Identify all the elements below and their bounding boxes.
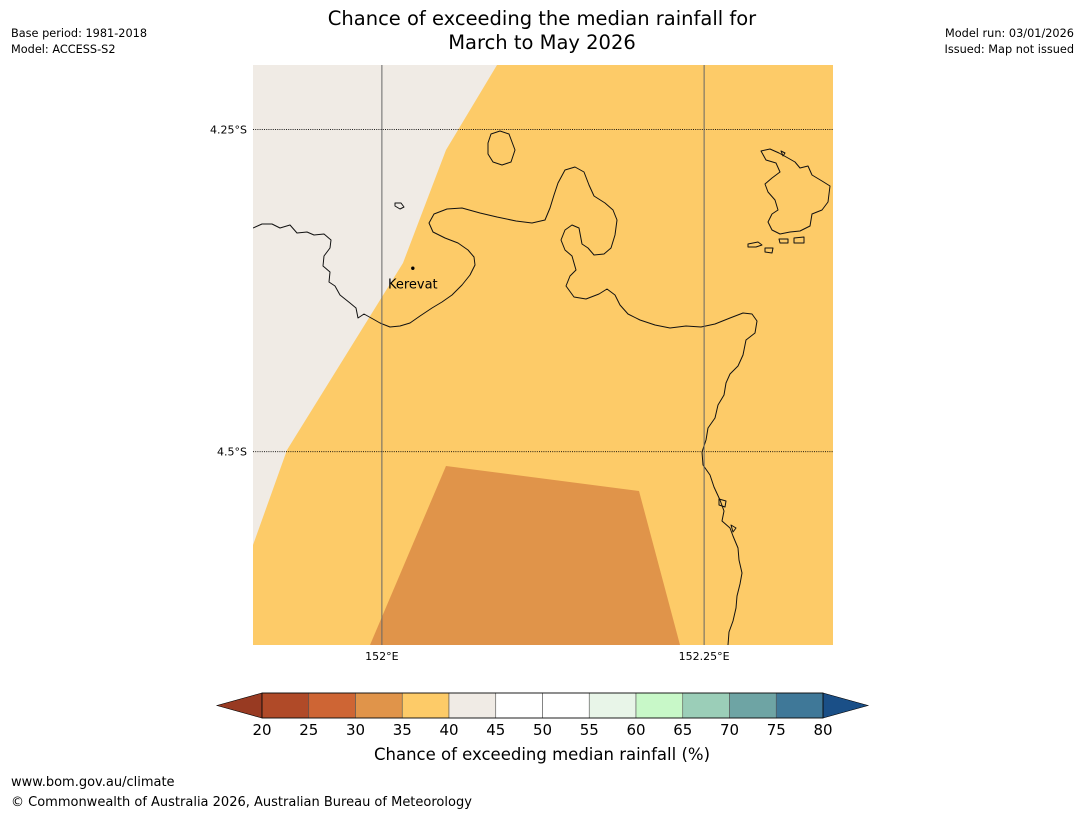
lon-tick-label: 152°E	[365, 650, 398, 663]
place-dot	[411, 266, 415, 270]
title-line-2: March to May 2026	[448, 31, 636, 54]
colorbar-over-arrow	[822, 692, 870, 719]
model-run: Model run: 03/01/2026	[945, 27, 1074, 40]
colorbar-tick-label: 45	[486, 721, 505, 739]
coastline-islet-east-3	[778, 238, 789, 244]
coastline-islet-east-2	[764, 247, 774, 254]
coastline-islet-east-4	[793, 236, 805, 244]
colorbar-tick-label: 35	[393, 721, 412, 739]
coastlines	[253, 130, 831, 645]
place-label: Kerevat	[388, 277, 438, 292]
colorbar-tick-label: 50	[533, 721, 552, 739]
colorbar-tick-label: 20	[252, 721, 271, 739]
colorbar-segment	[448, 692, 497, 719]
model-name: Model: ACCESS-S2	[11, 43, 116, 56]
colorbar-segment	[542, 692, 590, 719]
axis-labels: 4.25°S 4.5°S 152°E 152.25°E	[210, 123, 730, 663]
issued-status: Issued: Map not issued	[944, 43, 1075, 56]
colorbar-segment	[495, 692, 543, 719]
map-panel	[253, 65, 833, 645]
colorbar-tick-label: 25	[299, 721, 318, 739]
colorbar-segment	[355, 692, 403, 719]
colorbar-tick-label: 70	[720, 721, 739, 739]
colorbar-tick-label: 65	[673, 721, 692, 739]
coastline-islet-west	[394, 202, 405, 210]
coastline-mainland	[253, 166, 758, 645]
colorbar-segment	[775, 692, 824, 719]
colorbar-segment	[588, 692, 637, 719]
colorbar-tick-label: 75	[767, 721, 786, 739]
map-title: Chance of exceeding the median rainfall …	[242, 7, 842, 55]
colorbar: 20 25 30 35 40 45 50 55 60 65 70 75 80	[215, 692, 870, 739]
colorbar-tick-label: 40	[439, 721, 458, 739]
colorbar-segment	[401, 692, 450, 719]
coastline-islet-east-1	[747, 241, 763, 248]
footer-copyright: © Commonwealth of Australia 2026, Austra…	[11, 795, 472, 810]
lat-tick-label: 4.25°S	[210, 123, 247, 136]
coastline-islet-east-5	[718, 498, 727, 508]
colorbar-tick-label: 80	[813, 721, 832, 739]
lat-tick-label: 4.5°S	[217, 446, 247, 459]
coastline-island-east	[760, 148, 831, 235]
meta-left: Base period: 1981-2018 Model: ACCESS-S2	[11, 26, 147, 58]
colorbar-tick-label: 30	[346, 721, 365, 739]
gridlines	[253, 65, 833, 645]
place-kerevat: Kerevat	[388, 266, 438, 292]
title-line-1: Chance of exceeding the median rainfall …	[327, 7, 757, 30]
lon-tick-label: 152.25°E	[679, 650, 730, 663]
colorbar-segment	[261, 692, 310, 719]
coastline-islet-east-6	[730, 524, 737, 533]
band-35-40	[253, 65, 833, 645]
coastline-islet-east-7	[780, 150, 786, 157]
colorbar-segment	[308, 692, 356, 719]
colorbar-tick-label: 60	[626, 721, 645, 739]
colorbar-under-arrow	[215, 692, 263, 719]
footer-url[interactable]: www.bom.gov.au/climate	[11, 775, 175, 790]
coastline-island-north	[487, 130, 516, 166]
base-period: Base period: 1981-2018	[11, 27, 148, 40]
colorbar-segment	[682, 692, 730, 719]
colorbar-label: Chance of exceeding median rainfall (%)	[373, 745, 711, 764]
colorbar-tick-label: 55	[580, 721, 599, 739]
colorbar-segment	[729, 692, 777, 719]
colorbar-frame	[261, 692, 824, 719]
colorbar-segment	[635, 692, 684, 719]
band-30-35	[370, 466, 680, 645]
meta-right: Model run: 03/01/2026 Issued: Map not is…	[945, 26, 1075, 58]
